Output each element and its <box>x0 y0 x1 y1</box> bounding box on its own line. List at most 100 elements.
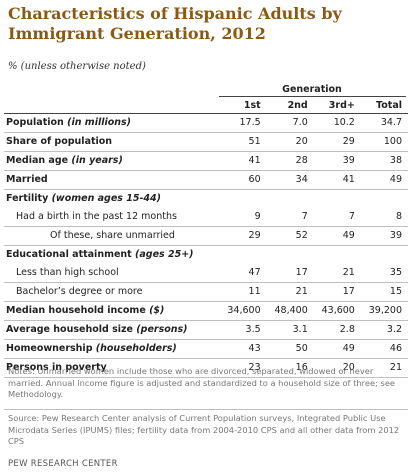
table-row: Had a birth in the past 12 months 9 7 7 … <box>4 208 408 227</box>
row-label: Married <box>4 170 220 190</box>
column-header-total: Total <box>360 99 408 114</box>
row-value: 39 <box>360 226 408 246</box>
row-value: 3.5 <box>219 320 267 340</box>
generation-divider <box>219 96 406 97</box>
row-value: 28 <box>266 151 314 171</box>
row-value: 29 <box>313 132 361 152</box>
row-value: 48,400 <box>266 301 314 321</box>
table-header-row: 1st 2nd 3rd+ Total <box>4 99 408 114</box>
row-value <box>361 246 408 265</box>
table-row: Population (in millions) 17.5 7.0 10.2 3… <box>4 113 408 133</box>
table-row: Fertility (women ages 15-44) <box>4 190 408 209</box>
figure-subtitle: % (unless otherwise noted) <box>8 61 146 72</box>
column-header-3rd: 3rd+ <box>313 99 361 114</box>
row-value: 46 <box>360 339 408 359</box>
row-value: 3.1 <box>266 320 314 340</box>
row-value: 7.0 <box>266 113 314 133</box>
row-value: 10.2 <box>313 113 361 133</box>
row-value <box>314 246 361 265</box>
row-value: 17 <box>266 264 314 283</box>
notes-divider <box>4 409 408 410</box>
table-row: Persons in poverty 23 16 20 21 <box>4 358 408 378</box>
table-row: Average household size (persons) 3.5 3.1… <box>4 320 408 340</box>
column-header-1st: 1st <box>219 99 267 114</box>
row-value: 7 <box>266 208 314 227</box>
row-value: 11 <box>219 282 267 302</box>
row-label: Less than high school <box>4 264 220 283</box>
row-value: 47 <box>219 264 267 283</box>
row-value: 17.5 <box>219 113 267 133</box>
row-value: 60 <box>219 170 267 190</box>
row-value: 43 <box>219 339 267 359</box>
row-value: 29 <box>219 226 267 246</box>
table-row: Share of population 51 20 29 100 <box>4 132 408 152</box>
row-value: 52 <box>266 226 314 246</box>
row-value <box>267 246 314 265</box>
row-value: 8 <box>360 208 408 227</box>
row-label: Median age (in years) <box>4 151 220 171</box>
row-value: 9 <box>219 208 267 227</box>
row-value: 21 <box>266 282 314 302</box>
row-value: 49 <box>313 226 361 246</box>
table-row: Educational attainment (ages 25+) <box>4 246 408 265</box>
row-label: Share of population <box>4 132 220 152</box>
row-value: 39 <box>313 151 361 171</box>
row-value: 21 <box>360 358 408 378</box>
row-label: Bachelor’s degree or more <box>4 282 220 302</box>
row-value: 21 <box>313 264 361 283</box>
row-value: 34.7 <box>360 113 408 133</box>
characteristics-table: 1st 2nd 3rd+ Total Population (in millio… <box>4 99 408 378</box>
row-value: 51 <box>219 132 267 152</box>
row-value: 50 <box>266 339 314 359</box>
row-value: 16 <box>266 358 314 378</box>
row-value <box>267 190 314 209</box>
row-value: 34,600 <box>219 301 267 321</box>
row-label: Homeownership (householders) <box>4 339 220 359</box>
table-row: Bachelor’s degree or more 11 21 17 15 <box>4 282 408 302</box>
row-value: 15 <box>360 282 408 302</box>
row-value: 100 <box>360 132 408 152</box>
row-label: Average household size (persons) <box>4 320 220 340</box>
row-label: Persons in poverty <box>4 358 220 378</box>
row-value: 35 <box>360 264 408 283</box>
row-label: Median household income ($) <box>4 301 220 321</box>
row-value <box>361 190 408 209</box>
row-value <box>220 190 267 209</box>
row-value: 49 <box>360 170 408 190</box>
row-label: Fertility (women ages 15-44) <box>6 193 161 204</box>
row-value: 43,600 <box>313 301 361 321</box>
row-value <box>220 246 267 265</box>
row-value: 3.2 <box>360 320 408 340</box>
row-value: 34 <box>266 170 314 190</box>
table-row: Less than high school 47 17 21 35 <box>4 264 408 283</box>
table-row: Of these, share unmarried 29 52 49 39 <box>4 226 408 246</box>
table-row: Median age (in years) 41 28 39 38 <box>4 151 408 171</box>
row-value: 39,200 <box>360 301 408 321</box>
generation-header: Generation <box>282 84 342 95</box>
row-value: 41 <box>219 151 267 171</box>
row-value: 2.8 <box>313 320 361 340</box>
row-value <box>314 190 361 209</box>
header-blank <box>4 99 220 114</box>
row-value: 41 <box>313 170 361 190</box>
row-value: 20 <box>313 358 361 378</box>
notes-text: Notes: Unmarried women include those who… <box>8 366 396 399</box>
row-label: Of these, share unmarried <box>4 226 220 246</box>
table-row: Married 60 34 41 49 <box>4 170 408 190</box>
row-value: 23 <box>219 358 267 378</box>
row-value: 38 <box>360 151 408 171</box>
row-value: 17 <box>313 282 361 302</box>
row-label: Had a birth in the past 12 months <box>4 208 220 227</box>
table-row: Homeownership (householders) 43 50 49 46 <box>4 339 408 359</box>
row-value: 49 <box>313 339 361 359</box>
row-value: 7 <box>313 208 361 227</box>
figure-title: Characteristics of Hispanic Adults by Im… <box>8 4 342 43</box>
column-header-2nd: 2nd <box>266 99 314 114</box>
source-text: Source: Pew Research Center analysis of … <box>8 413 400 446</box>
row-value: 20 <box>266 132 314 152</box>
row-label: Population (in millions) <box>4 113 220 133</box>
row-label: Educational attainment (ages 25+) <box>6 249 194 260</box>
brand-label: PEW RESEARCH CENTER <box>8 459 118 469</box>
table-row: Median household income ($) 34,600 48,40… <box>4 301 408 321</box>
